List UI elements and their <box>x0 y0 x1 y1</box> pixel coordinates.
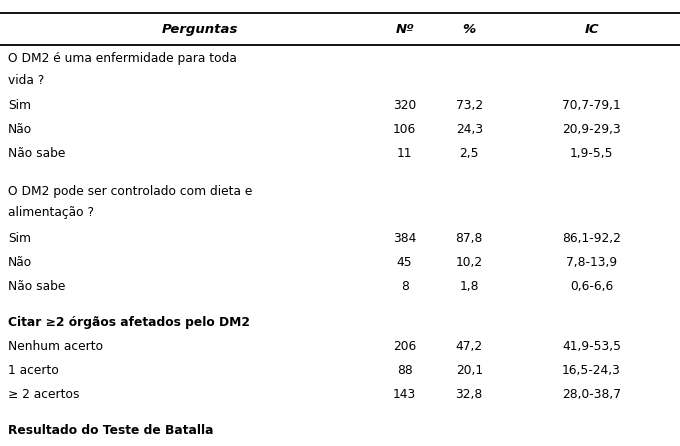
Text: 8: 8 <box>401 280 409 293</box>
Text: 32,8: 32,8 <box>456 388 483 401</box>
Text: Não sabe: Não sabe <box>8 147 65 161</box>
Text: O DM2 pode ser controlado com dieta e: O DM2 pode ser controlado com dieta e <box>8 185 252 198</box>
Text: %: % <box>462 23 476 36</box>
Text: 24,3: 24,3 <box>456 123 483 136</box>
Text: 28,0-38,7: 28,0-38,7 <box>562 388 621 401</box>
Text: Citar ≥2 órgãos afetados pelo DM2: Citar ≥2 órgãos afetados pelo DM2 <box>8 316 250 329</box>
Text: 384: 384 <box>393 231 416 245</box>
Text: 11: 11 <box>397 147 412 161</box>
Text: Não sabe: Não sabe <box>8 280 65 293</box>
Text: 206: 206 <box>393 340 416 353</box>
Text: 20,9-29,3: 20,9-29,3 <box>562 123 621 136</box>
Text: 73,2: 73,2 <box>456 99 483 112</box>
Text: ≥ 2 acertos: ≥ 2 acertos <box>8 388 80 401</box>
Text: 20,1: 20,1 <box>456 364 483 377</box>
Text: Perguntas: Perguntas <box>161 23 238 36</box>
Text: 7,8-13,9: 7,8-13,9 <box>566 256 617 269</box>
Text: IC: IC <box>584 23 599 36</box>
Text: 87,8: 87,8 <box>456 231 483 245</box>
Text: 1,9-5,5: 1,9-5,5 <box>570 147 613 161</box>
Text: 0,6-6,6: 0,6-6,6 <box>570 280 613 293</box>
Text: O DM2 é uma enfermidade para toda: O DM2 é uma enfermidade para toda <box>8 53 237 66</box>
Text: Não: Não <box>8 123 33 136</box>
Text: Sim: Sim <box>8 231 31 245</box>
Text: Não: Não <box>8 256 33 269</box>
Text: 70,7-79,1: 70,7-79,1 <box>562 99 621 112</box>
Text: Resultado do Teste de Batalla: Resultado do Teste de Batalla <box>8 424 214 438</box>
Text: 106: 106 <box>393 123 416 136</box>
Text: 41,9-53,5: 41,9-53,5 <box>562 340 621 353</box>
Text: 10,2: 10,2 <box>456 256 483 269</box>
Text: 47,2: 47,2 <box>456 340 483 353</box>
Text: 16,5-24,3: 16,5-24,3 <box>562 364 621 377</box>
Text: alimentação ?: alimentação ? <box>8 206 94 219</box>
Text: 86,1-92,2: 86,1-92,2 <box>562 231 621 245</box>
Text: 1 acerto: 1 acerto <box>8 364 59 377</box>
Text: Nenhum acerto: Nenhum acerto <box>8 340 103 353</box>
Text: 1,8: 1,8 <box>460 280 479 293</box>
Text: 2,5: 2,5 <box>460 147 479 161</box>
Text: Sim: Sim <box>8 99 31 112</box>
Text: 88: 88 <box>396 364 413 377</box>
Text: Nº: Nº <box>395 23 414 36</box>
Text: 320: 320 <box>393 99 416 112</box>
Text: 45: 45 <box>397 256 412 269</box>
Text: vida ?: vida ? <box>8 74 44 87</box>
Text: 143: 143 <box>393 388 416 401</box>
